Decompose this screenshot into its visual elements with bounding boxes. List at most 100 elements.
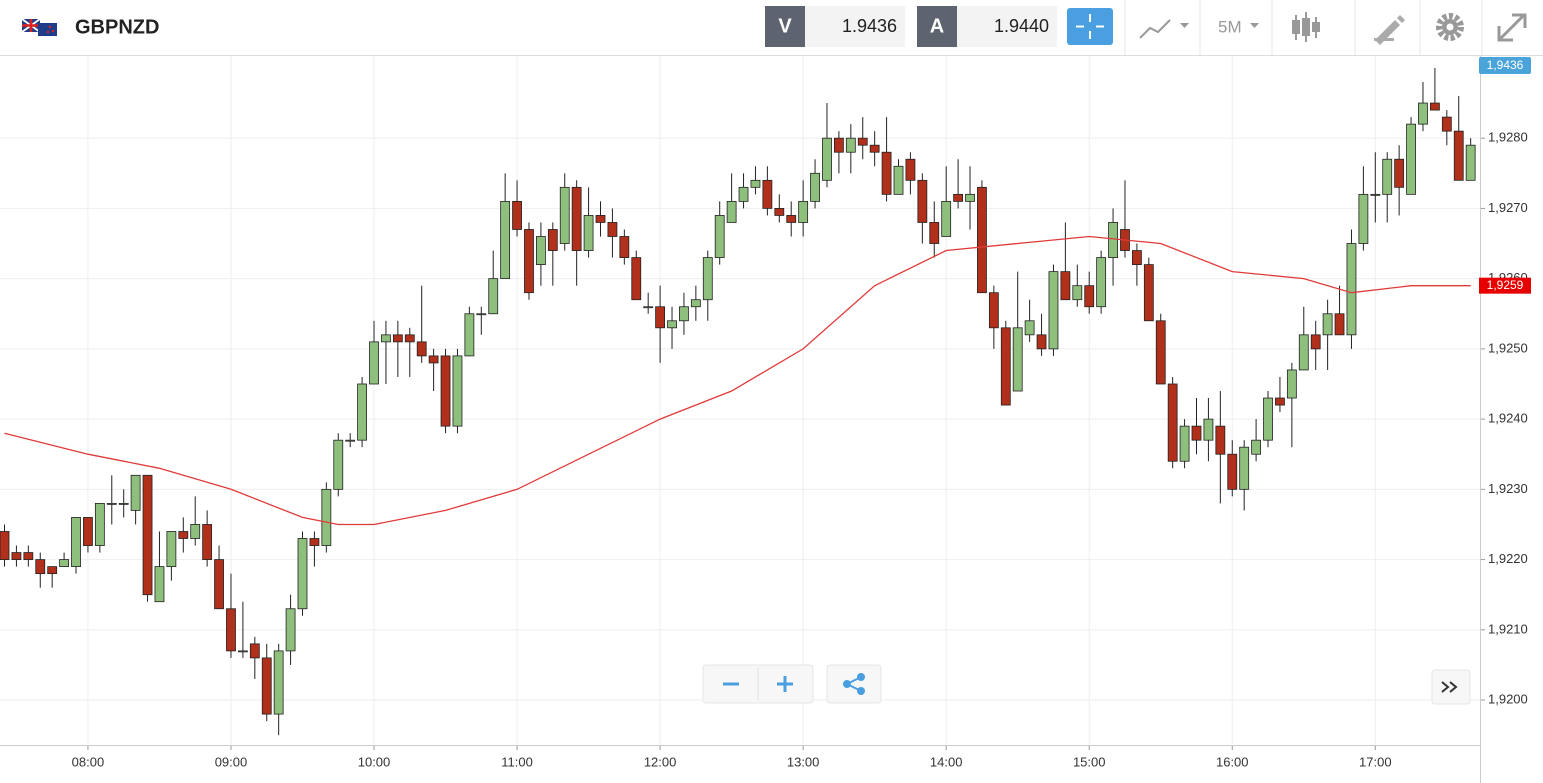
candle-body	[714, 215, 725, 258]
candle-body	[381, 334, 391, 343]
candle-body	[547, 229, 558, 251]
candle-body	[750, 179, 761, 188]
zoom-in[interactable]	[777, 676, 793, 692]
candle-body	[1382, 158, 1393, 195]
candle-body	[1000, 327, 1011, 406]
candle-body	[1465, 144, 1476, 181]
candle-body	[333, 439, 344, 490]
y-tick-label: 1,9200	[1488, 691, 1528, 706]
crosshair-button[interactable]	[1067, 8, 1113, 45]
y-tick-label: 1,9270	[1488, 200, 1528, 215]
candle-body	[536, 236, 546, 265]
candle-body	[297, 538, 308, 610]
candle-body	[1179, 425, 1190, 462]
candle-body	[965, 193, 975, 202]
candle-body	[702, 257, 713, 301]
settings-button[interactable]	[1436, 13, 1464, 41]
candle-body	[1132, 250, 1142, 265]
candle-body	[1203, 418, 1214, 441]
x-tick-label: 14:00	[930, 754, 963, 769]
candle-body	[857, 137, 868, 146]
candle-body	[178, 531, 189, 539]
candle-body	[595, 215, 606, 223]
timeframe-caret	[1250, 23, 1259, 28]
candle-body	[953, 193, 963, 202]
candle-body	[786, 215, 797, 223]
candle-body	[11, 552, 22, 560]
share-button[interactable]	[826, 664, 882, 704]
timeframe[interactable]: 5M	[1218, 17, 1242, 36]
price-tag	[1479, 57, 1531, 74]
zoom-controls	[702, 664, 814, 704]
candle-body	[1275, 397, 1285, 406]
candle-body	[1251, 439, 1261, 455]
candle-body	[309, 538, 320, 546]
candle-body	[142, 474, 153, 596]
candle-body	[357, 383, 368, 441]
fullscreen-button[interactable]	[1497, 13, 1527, 42]
candle-body	[679, 306, 689, 322]
candle-body	[237, 650, 248, 653]
candle-body	[35, 559, 46, 575]
candle-body	[285, 608, 296, 652]
candle-body	[893, 165, 904, 195]
candle-body	[273, 650, 284, 715]
candle-body	[1084, 285, 1095, 308]
candle-body	[941, 200, 952, 237]
candle-body	[1048, 271, 1059, 350]
candle-body	[643, 306, 654, 309]
candle-body	[488, 278, 499, 315]
candle-body	[988, 292, 999, 329]
candle-body	[655, 306, 665, 329]
candle-body	[834, 137, 844, 153]
candle-body	[321, 488, 332, 546]
candle-body	[83, 517, 93, 546]
candle-body	[345, 439, 356, 442]
candle-body	[690, 299, 701, 308]
ask-box	[957, 6, 1057, 47]
candle-body	[929, 222, 940, 244]
candle-style-button[interactable]	[1292, 12, 1320, 42]
x-tick-label: 13:00	[787, 754, 820, 769]
candle-body	[166, 531, 177, 568]
price-tag-label: 1,9436	[1487, 58, 1524, 72]
candle-body	[822, 137, 832, 181]
candle-body	[0, 531, 10, 560]
candle-body	[1167, 383, 1178, 462]
candle-body	[762, 179, 773, 209]
candle-body	[1263, 397, 1273, 441]
candle-body	[810, 172, 820, 202]
candle-body	[1346, 243, 1357, 336]
candle-body	[1298, 334, 1309, 371]
candle-body	[202, 524, 213, 560]
plot-background	[0, 56, 1480, 745]
chart-type-button[interactable]	[1139, 19, 1189, 39]
candle-body	[1191, 425, 1202, 441]
candle-body	[47, 566, 58, 575]
candle-body	[190, 524, 201, 539]
candle-body	[905, 158, 916, 181]
candle-body	[1358, 193, 1369, 244]
candle-body	[1441, 116, 1452, 132]
candle-body	[59, 559, 69, 568]
x-tick-label: 08:00	[72, 754, 105, 769]
candle-body	[917, 179, 928, 223]
flag-icon	[21, 18, 57, 36]
moving-average-line	[4, 235, 1471, 526]
candle-body	[845, 137, 856, 153]
candle-body	[1406, 123, 1416, 195]
ma-value-tag	[1479, 277, 1531, 294]
candle-body	[1430, 102, 1440, 111]
x-tick-label: 17:00	[1359, 754, 1392, 769]
y-tick-label: 1,9220	[1488, 551, 1528, 566]
candle-body	[404, 334, 415, 343]
candle-body	[71, 517, 81, 568]
candle-body	[130, 474, 141, 511]
y-tick-label: 1,9280	[1488, 130, 1528, 145]
candle-body	[726, 200, 737, 223]
candle-body	[369, 341, 379, 385]
scroll-end-button[interactable]	[1431, 669, 1471, 705]
candle-body	[524, 229, 534, 294]
draw-button[interactable]	[1374, 15, 1405, 45]
